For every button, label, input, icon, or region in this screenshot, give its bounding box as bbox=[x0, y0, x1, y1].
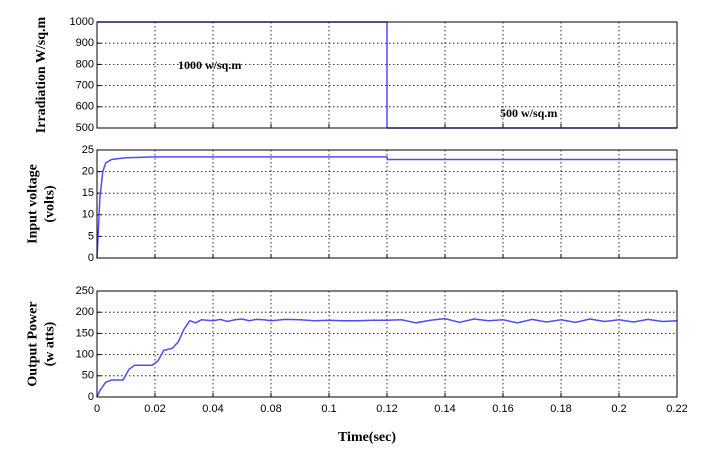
y-tick-label: 0 bbox=[88, 252, 94, 264]
y-tick-label: 800 bbox=[76, 58, 94, 70]
data-line bbox=[96, 317, 678, 398]
y-axis-label: Irradiation W/sq.m bbox=[34, 16, 49, 133]
y-tick-label: 5 bbox=[88, 230, 94, 242]
y-tick-label: 200 bbox=[76, 306, 94, 318]
y-tick-label: 100 bbox=[76, 349, 94, 361]
annotation: 1000 w/sq.m bbox=[178, 58, 241, 72]
data-line bbox=[96, 156, 677, 259]
x-axis-label: Time(sec) bbox=[338, 430, 396, 445]
y-tick-label: 1000 bbox=[70, 16, 94, 28]
x-tick-label: 0.22 bbox=[666, 403, 687, 415]
y-tick-label: 700 bbox=[76, 80, 94, 92]
x-tick-label: 0.1 bbox=[321, 403, 336, 415]
y-axis-label: (volts) bbox=[43, 185, 58, 223]
y-tick-label: 10 bbox=[82, 209, 94, 221]
x-tick-label: 0.12 bbox=[376, 403, 397, 415]
y-tick-label: 900 bbox=[76, 37, 94, 49]
x-tick-label: 0 bbox=[94, 403, 100, 415]
plot-frame bbox=[96, 149, 678, 259]
x-tick-label: 0.16 bbox=[492, 403, 513, 415]
y-axis-label: Output Power bbox=[26, 301, 41, 386]
x-tick-label: 0.18 bbox=[550, 403, 571, 415]
y-tick-label: 25 bbox=[82, 144, 94, 156]
y-tick-label: 15 bbox=[82, 187, 94, 199]
y-axis-label: (w atts) bbox=[43, 321, 58, 366]
y-tick-label: 250 bbox=[76, 285, 94, 297]
x-tick-label: 0.2 bbox=[611, 403, 626, 415]
x-tick-label: 0.08 bbox=[260, 403, 281, 415]
y-tick-label: 0 bbox=[88, 391, 94, 403]
x-tick-label: 0.14 bbox=[434, 403, 455, 415]
y-axis-label: Input voltage bbox=[26, 164, 41, 244]
y-tick-label: 50 bbox=[82, 370, 94, 382]
y-tick-label: 500 bbox=[76, 122, 94, 134]
annotation: 500 w/sq.m bbox=[500, 106, 557, 120]
y-tick-label: 150 bbox=[76, 327, 94, 339]
plot-frame bbox=[96, 290, 678, 398]
plot-area bbox=[97, 150, 677, 258]
x-tick-label: 0.02 bbox=[144, 403, 165, 415]
y-tick-label: 600 bbox=[76, 101, 94, 113]
plot-frame bbox=[96, 21, 678, 129]
y-tick-label: 20 bbox=[82, 166, 94, 178]
x-tick-label: 0.04 bbox=[202, 403, 223, 415]
